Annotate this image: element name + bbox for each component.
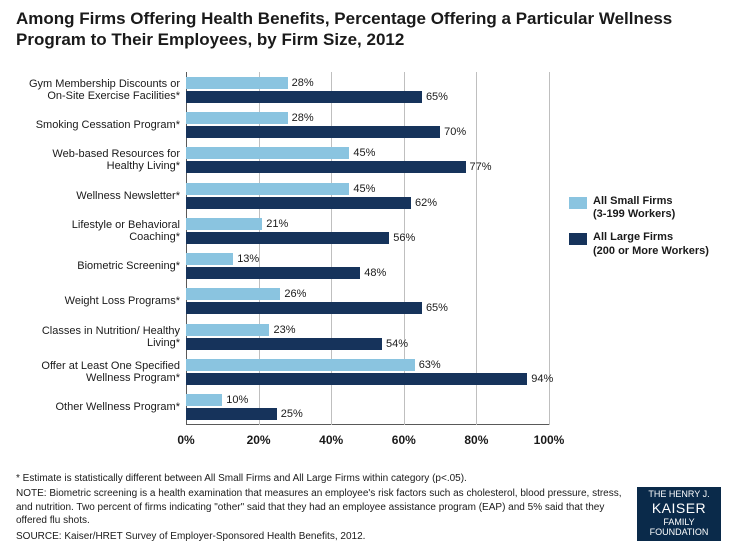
bar-value-label: 54% — [382, 338, 408, 350]
bar-value-label: 45% — [349, 147, 375, 159]
category-label: Offer at Least One Specified Wellness Pr… — [22, 360, 186, 384]
bar — [186, 218, 262, 230]
bar — [186, 324, 269, 336]
category-row: Weight Loss Programs*26%65% — [186, 284, 549, 319]
category-row: Lifestyle or Behavioral Coaching*21%56% — [186, 213, 549, 248]
bar-value-label: 26% — [280, 288, 306, 300]
bar-value-label: 21% — [262, 218, 288, 230]
bar-value-label: 45% — [349, 183, 375, 195]
bar — [186, 126, 440, 138]
logo-line-4: FOUNDATION — [650, 528, 709, 538]
category-label: Other Wellness Program* — [22, 401, 186, 413]
bar-value-label: 10% — [222, 394, 248, 406]
category-label: Smoking Cessation Program* — [22, 119, 186, 131]
bar-value-label: 62% — [411, 197, 437, 209]
footer-notes: * Estimate is statistically different be… — [16, 472, 625, 546]
bar — [186, 91, 422, 103]
category-label: Weight Loss Programs* — [22, 295, 186, 307]
category-row: Other Wellness Program*10%25% — [186, 390, 549, 425]
category-label: Web-based Resources for Healthy Living* — [22, 148, 186, 172]
bar-value-label: 23% — [269, 324, 295, 336]
bar-value-label: 94% — [527, 373, 553, 385]
bar-value-label: 63% — [415, 359, 441, 371]
bar-value-label: 70% — [440, 126, 466, 138]
legend-text: All Small Firms(3-199 Workers) — [593, 195, 675, 221]
bar — [186, 408, 277, 420]
bar-value-label: 56% — [389, 232, 415, 244]
category-row: Web-based Resources for Healthy Living*4… — [186, 143, 549, 178]
x-tick-label: 60% — [392, 433, 416, 447]
bar-value-label: 48% — [360, 267, 386, 279]
bar — [186, 112, 288, 124]
category-label: Classes in Nutrition/ Healthy Living* — [22, 325, 186, 349]
kaiser-logo: THE HENRY J. KAISER FAMILY FOUNDATION — [637, 487, 721, 541]
bar — [186, 359, 415, 371]
category-row: Gym Membership Discounts or On-Site Exer… — [186, 72, 549, 107]
bar-value-label: 25% — [277, 408, 303, 420]
category-label: Gym Membership Discounts or On-Site Exer… — [22, 78, 186, 102]
bar — [186, 147, 349, 159]
x-tick-label: 40% — [319, 433, 343, 447]
bar — [186, 232, 389, 244]
category-row: Biometric Screening*13%48% — [186, 249, 549, 284]
x-tick-label: 0% — [177, 433, 194, 447]
bar-value-label: 77% — [466, 161, 492, 173]
category-row: Wellness Newsletter*45%62% — [186, 178, 549, 213]
x-tick-label: 20% — [247, 433, 271, 447]
category-row: Classes in Nutrition/ Healthy Living*23%… — [186, 319, 549, 354]
bar-value-label: 28% — [288, 77, 314, 89]
legend-item: All Small Firms(3-199 Workers) — [569, 195, 717, 221]
category-row: Smoking Cessation Program*28%70% — [186, 107, 549, 142]
bar — [186, 77, 288, 89]
bar — [186, 338, 382, 350]
category-label: Biometric Screening* — [22, 260, 186, 272]
bar — [186, 197, 411, 209]
category-row: Offer at Least One Specified Wellness Pr… — [186, 354, 549, 389]
category-label: Lifestyle or Behavioral Coaching* — [22, 219, 186, 243]
bar — [186, 302, 422, 314]
bar-value-label: 13% — [233, 253, 259, 265]
legend-item: All Large Firms(200 or More Workers) — [569, 231, 717, 257]
legend-swatch — [569, 197, 587, 209]
legend-swatch — [569, 233, 587, 245]
bar — [186, 373, 527, 385]
bar — [186, 161, 466, 173]
bar-value-label: 28% — [288, 112, 314, 124]
bar — [186, 267, 360, 279]
bar — [186, 288, 280, 300]
footnote-note: NOTE: Biometric screening is a health ex… — [16, 487, 625, 528]
bar — [186, 253, 233, 265]
bar — [186, 183, 349, 195]
footnote-source: SOURCE: Kaiser/HRET Survey of Employer-S… — [16, 530, 625, 544]
logo-line-2: KAISER — [652, 501, 706, 516]
footnote-asterisk: * Estimate is statistically different be… — [16, 472, 625, 486]
x-tick-label: 80% — [464, 433, 488, 447]
category-label: Wellness Newsletter* — [22, 189, 186, 201]
bar-value-label: 65% — [422, 302, 448, 314]
x-tick-label: 100% — [534, 433, 565, 447]
plot-region: 0%20%40%60%80%100%Gym Membership Discoun… — [186, 72, 549, 425]
logo-line-1: THE HENRY J. — [648, 490, 709, 500]
legend: All Small Firms(3-199 Workers) All Large … — [569, 195, 717, 268]
chart-title: Among Firms Offering Health Benefits, Pe… — [0, 0, 735, 55]
legend-text: All Large Firms(200 or More Workers) — [593, 231, 709, 257]
bar — [186, 394, 222, 406]
bar-value-label: 65% — [422, 91, 448, 103]
